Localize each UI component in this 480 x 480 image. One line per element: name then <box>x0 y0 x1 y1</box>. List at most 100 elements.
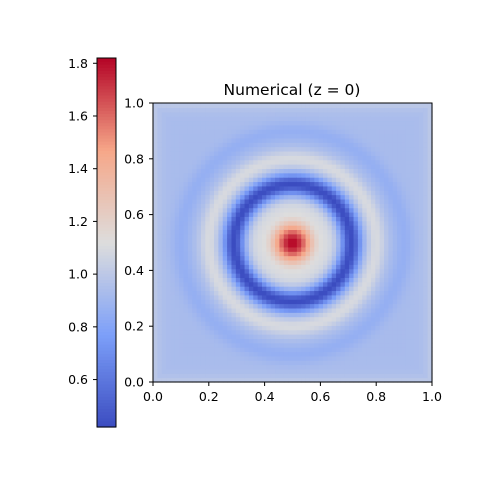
heatmap-cell <box>301 216 307 222</box>
heatmap-cell <box>375 325 381 331</box>
heatmap-cell <box>244 216 250 222</box>
heatmap-cell <box>318 303 324 309</box>
heatmap-cell <box>266 334 272 340</box>
heatmap-cell <box>353 268 359 274</box>
heatmap-cell <box>227 225 233 231</box>
heatmap-cell <box>235 150 241 156</box>
heatmap-cell <box>270 181 276 187</box>
heatmap-cell <box>227 133 233 139</box>
heatmap-cell <box>379 277 385 283</box>
heatmap-cell <box>153 194 158 200</box>
heatmap-cell <box>366 216 372 222</box>
heatmap-cell <box>414 273 420 278</box>
heatmap-cell <box>336 316 342 322</box>
heatmap-cell <box>187 377 193 383</box>
heatmap-cell <box>257 203 263 209</box>
heatmap-cell <box>414 155 420 161</box>
heatmap-cell <box>344 233 350 239</box>
heatmap-cell <box>375 150 381 156</box>
heatmap-cell <box>379 150 385 156</box>
heatmap-cell <box>205 164 211 169</box>
heatmap-cell <box>218 342 224 348</box>
heatmap-cell <box>405 360 411 366</box>
heatmap-cell <box>161 107 167 113</box>
heatmap-cell <box>305 159 311 165</box>
heatmap-cell <box>179 116 185 122</box>
heatmap-cell <box>418 181 424 187</box>
heatmap-cell <box>384 194 390 200</box>
heatmap-cell <box>257 229 263 235</box>
heatmap-cell <box>414 198 420 204</box>
heatmap-cell <box>283 168 289 174</box>
heatmap-cell <box>296 190 302 196</box>
heatmap-cell <box>174 137 180 143</box>
heatmap-cell <box>296 120 302 126</box>
heatmap-cell <box>379 172 385 178</box>
heatmap-cell <box>375 368 381 374</box>
heatmap-cell <box>323 129 328 135</box>
heatmap-cell <box>323 259 328 265</box>
heatmap-cell <box>392 268 398 274</box>
heatmap-cell <box>349 290 355 296</box>
heatmap-cell <box>187 259 193 265</box>
heatmap-cell <box>174 307 180 313</box>
heatmap-cell <box>296 312 302 318</box>
heatmap-cell <box>231 329 237 335</box>
heatmap-cell <box>423 320 429 326</box>
heatmap-cell <box>331 342 337 348</box>
heatmap-cell <box>323 355 328 361</box>
heatmap-cell <box>414 259 420 265</box>
heatmap-cell <box>227 203 233 209</box>
heatmap-cell <box>423 246 429 252</box>
heatmap-cell <box>305 299 311 305</box>
heatmap-cell <box>423 159 429 165</box>
heatmap-cell <box>161 225 167 231</box>
heatmap-cell <box>209 242 215 248</box>
heatmap-cell <box>157 251 163 257</box>
heatmap-cell <box>235 255 241 261</box>
heatmap-cell <box>423 129 429 135</box>
heatmap-cell <box>187 194 193 200</box>
heatmap-cell <box>166 360 172 366</box>
heatmap-cell <box>183 211 189 217</box>
colorbar-segment <box>97 174 116 179</box>
heatmap-cell <box>375 351 381 357</box>
heatmap-cell <box>340 129 346 135</box>
heatmap-cell <box>205 116 211 122</box>
heatmap-cell <box>166 255 172 261</box>
heatmap-cell <box>257 268 263 274</box>
heatmap-cell <box>388 281 394 287</box>
heatmap-cell <box>331 307 337 313</box>
colorbar-segment <box>97 356 116 360</box>
heatmap-cell <box>309 290 315 296</box>
heatmap-cell <box>370 220 376 226</box>
heatmap-cell <box>336 251 342 257</box>
heatmap-cell <box>275 146 281 152</box>
heatmap-cell <box>388 225 394 231</box>
heatmap-cell <box>227 207 233 213</box>
heatmap-cell <box>205 225 211 231</box>
heatmap-cell <box>275 316 281 322</box>
heatmap-cell <box>340 281 346 287</box>
heatmap-cell <box>427 194 433 200</box>
heatmap-cell <box>370 137 376 143</box>
heatmap-cell <box>305 207 311 213</box>
heatmap-cell <box>292 150 298 156</box>
heatmap-cell <box>192 264 198 270</box>
heatmap-cell <box>170 181 176 187</box>
heatmap-cell <box>296 368 302 374</box>
heatmap-cell <box>366 264 372 270</box>
heatmap-cell <box>218 268 224 274</box>
heatmap-cell <box>248 168 254 174</box>
heatmap-cell <box>170 203 176 209</box>
heatmap-cell <box>218 155 224 161</box>
heatmap-cell <box>288 351 294 357</box>
heatmap-cell <box>170 294 176 300</box>
heatmap-cell <box>231 290 237 296</box>
heatmap-cell <box>366 203 372 209</box>
heatmap-cell <box>292 190 298 196</box>
heatmap-cell <box>214 120 219 126</box>
heatmap-cell <box>410 137 416 143</box>
heatmap-cell <box>344 177 350 183</box>
heatmap-cell <box>357 207 363 213</box>
